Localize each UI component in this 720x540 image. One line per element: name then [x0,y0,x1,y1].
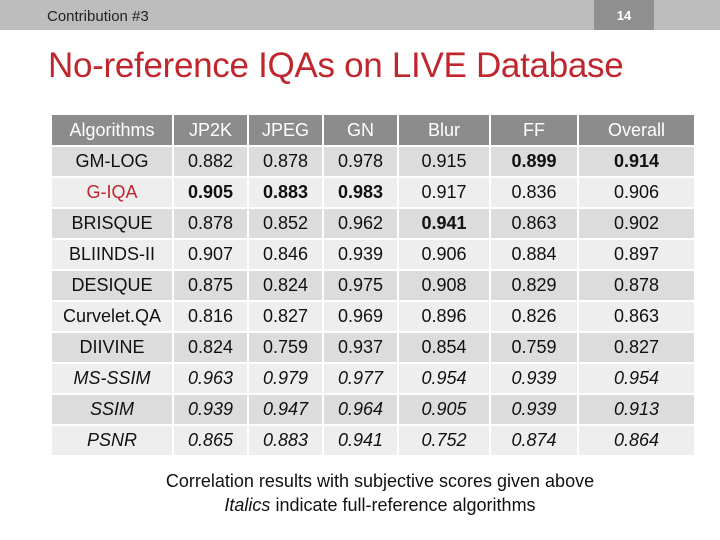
caption: Correlation results with subjective scor… [60,469,700,517]
algorithm-name-cell: SSIM [52,395,172,424]
score-cell: 0.978 [324,147,397,176]
table-row: BRISQUE 0.878 0.852 0.962 0.941 0.863 0.902 [52,209,694,238]
score-cell: 0.983 [324,178,397,207]
score-cell: 0.854 [399,333,489,362]
score-cell: 0.759 [491,333,577,362]
caption-line-2: Italics indicate full-reference algorith… [60,493,700,517]
score-cell: 0.824 [249,271,322,300]
table-row: BLIINDS-II 0.907 0.846 0.939 0.906 0.884 0.897 [52,240,694,269]
score-cell: 0.874 [491,426,577,455]
table-row: DIIVINE 0.824 0.759 0.937 0.854 0.759 0.827 [52,333,694,362]
page-number-box: 14 [594,0,654,30]
score-cell: 0.884 [491,240,577,269]
results-table: Algorithms JP2K JPEG GN Blur FF Overall … [50,113,696,457]
score-cell: 0.905 [174,178,247,207]
score-cell: 0.954 [579,364,694,393]
score-cell: 0.863 [491,209,577,238]
score-cell: 0.907 [174,240,247,269]
score-cell: 0.878 [579,271,694,300]
score-cell: 0.914 [579,147,694,176]
score-cell: 0.941 [399,209,489,238]
score-cell: 0.939 [491,364,577,393]
score-cell: 0.913 [579,395,694,424]
column-header: GN [324,115,397,145]
column-header: FF [491,115,577,145]
score-cell: 0.759 [249,333,322,362]
algorithm-name-cell: GM-LOG [52,147,172,176]
table-row: SSIM 0.939 0.947 0.964 0.905 0.939 0.913 [52,395,694,424]
score-cell: 0.752 [399,426,489,455]
algorithm-name-cell: Curvelet.QA [52,302,172,331]
score-cell: 0.836 [491,178,577,207]
page-number: 14 [616,7,632,23]
column-header: Algorithms [52,115,172,145]
score-cell: 0.937 [324,333,397,362]
score-cell: 0.882 [174,147,247,176]
score-cell: 0.846 [249,240,322,269]
score-cell: 0.975 [324,271,397,300]
score-cell: 0.902 [579,209,694,238]
score-cell: 0.939 [174,395,247,424]
score-cell: 0.864 [579,426,694,455]
score-cell: 0.897 [579,240,694,269]
caption-italic-word: Italics [224,495,271,515]
section-label: Contribution #3 [47,8,149,25]
score-cell: 0.905 [399,395,489,424]
score-cell: 0.824 [174,333,247,362]
caption-line-2-rest: indicate full-reference algorithms [270,495,536,515]
score-cell: 0.906 [399,240,489,269]
score-cell: 0.827 [249,302,322,331]
table-body: GM-LOG 0.882 0.878 0.978 0.915 0.899 0.914 G-IQ… [52,147,694,455]
score-cell: 0.969 [324,302,397,331]
score-cell: 0.915 [399,147,489,176]
algorithm-name-cell: DESIQUE [52,271,172,300]
score-cell: 0.826 [491,302,577,331]
score-cell: 0.878 [174,209,247,238]
table-row: PSNR 0.865 0.883 0.941 0.752 0.874 0.864 [52,426,694,455]
algorithm-name-cell: BRISQUE [52,209,172,238]
score-cell: 0.878 [249,147,322,176]
algorithm-name-cell: G-IQA [52,178,172,207]
column-header: JP2K [174,115,247,145]
score-cell: 0.939 [324,240,397,269]
score-cell: 0.908 [399,271,489,300]
algorithm-name-cell: PSNR [52,426,172,455]
table-row: MS-SSIM 0.963 0.979 0.977 0.954 0.939 0.954 [52,364,694,393]
algorithm-name-cell: BLIINDS-II [52,240,172,269]
table-row: Curvelet.QA 0.816 0.827 0.969 0.896 0.826 0.86… [52,302,694,331]
score-cell: 0.906 [579,178,694,207]
score-cell: 0.979 [249,364,322,393]
score-cell: 0.865 [174,426,247,455]
score-cell: 0.964 [324,395,397,424]
score-cell: 0.883 [249,426,322,455]
table-row: DESIQUE 0.875 0.824 0.975 0.908 0.829 0.878 [52,271,694,300]
score-cell: 0.875 [174,271,247,300]
score-cell: 0.827 [579,333,694,362]
score-cell: 0.883 [249,178,322,207]
score-cell: 0.977 [324,364,397,393]
table-row: G-IQA 0.905 0.883 0.983 0.917 0.836 0.906 [52,178,694,207]
caption-line-1: Correlation results with subjective scor… [165,471,595,491]
score-cell: 0.954 [399,364,489,393]
score-cell: 0.863 [579,302,694,331]
score-cell: 0.941 [324,426,397,455]
score-cell: 0.899 [491,147,577,176]
slide-title: No-reference IQAs on LIVE Database [48,46,624,85]
table-header-row: Algorithms JP2K JPEG GN Blur FF Overall [52,115,694,145]
algorithm-name-cell: MS-SSIM [52,364,172,393]
score-cell: 0.947 [249,395,322,424]
score-cell: 0.962 [324,209,397,238]
score-cell: 0.852 [249,209,322,238]
column-header: Blur [399,115,489,145]
score-cell: 0.816 [174,302,247,331]
column-header: Overall [579,115,694,145]
score-cell: 0.829 [491,271,577,300]
algorithm-name-cell: DIIVINE [52,333,172,362]
score-cell: 0.896 [399,302,489,331]
score-cell: 0.917 [399,178,489,207]
table-row: GM-LOG 0.882 0.878 0.978 0.915 0.899 0.914 [52,147,694,176]
column-header: JPEG [249,115,322,145]
score-cell: 0.963 [174,364,247,393]
score-cell: 0.939 [491,395,577,424]
